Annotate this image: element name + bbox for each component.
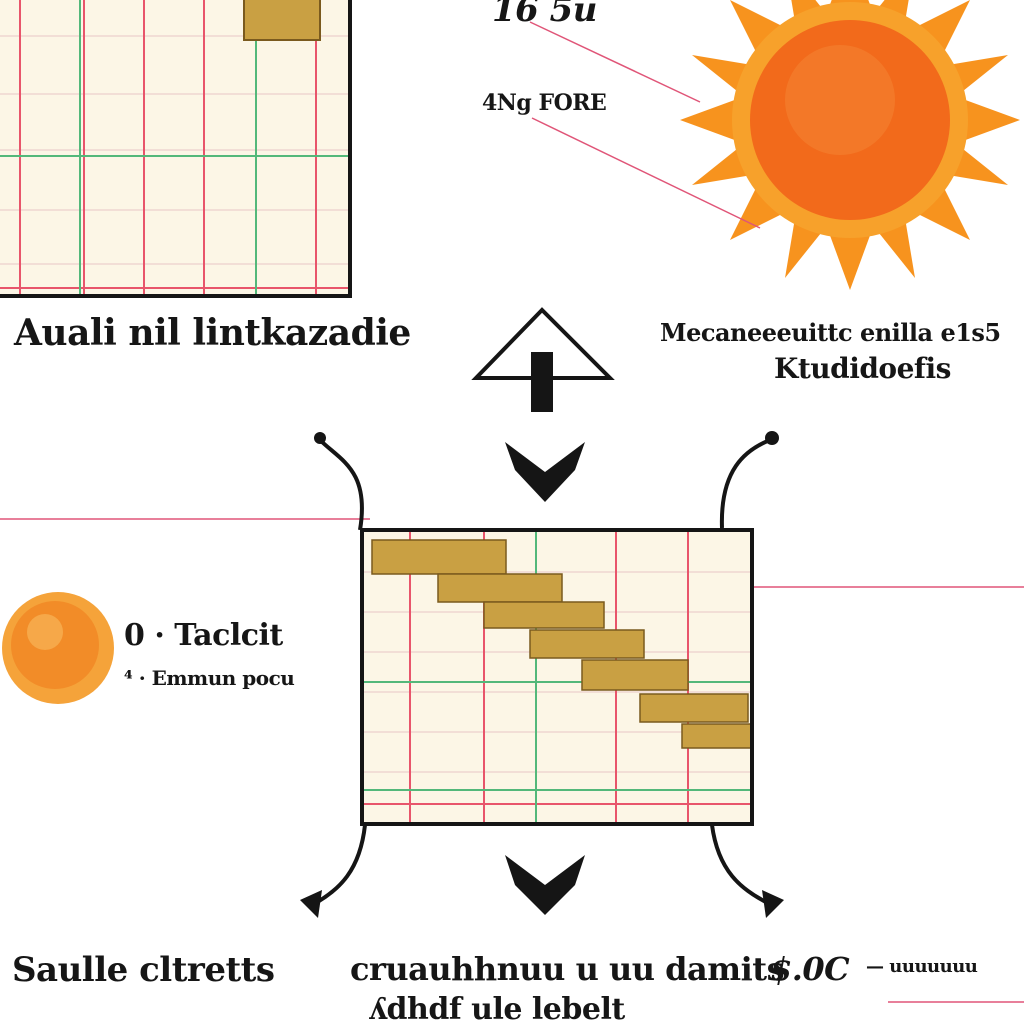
top-left-grid (0, 0, 348, 294)
bottom-center-line2: ʎdhdf ule lebelt (368, 992, 625, 1027)
down-chevron-top-icon (505, 442, 585, 502)
up-arrow-stem (531, 352, 553, 412)
center-gantt-panel (360, 528, 754, 826)
gantt-bar (437, 573, 563, 603)
gantt-bar (681, 723, 750, 749)
sun-label: 4Ng FORE (482, 90, 607, 116)
top-bar-block (243, 0, 321, 41)
curved-arrows (311, 438, 773, 907)
legend-item-2: ⁴ · Emmun pocu (124, 666, 295, 690)
down-chevron-bottom-icon (505, 855, 585, 915)
sun-icon (680, 0, 1020, 290)
gantt-bar (529, 629, 645, 659)
curved-arrow-top-left-icon (318, 438, 364, 531)
bottom-left-caption: Saulle cltretts (12, 950, 275, 990)
top-right-small-label: 16 5u (492, 0, 598, 30)
center-gantt-grid (364, 532, 750, 822)
right-caption-line2: Ktudidoefis (774, 352, 951, 385)
bottom-center-line1: cruauhhnuu u uu damits (350, 950, 785, 988)
gantt-bar (371, 539, 507, 575)
curved-arrow-bottom-left-icon (311, 824, 367, 907)
bottom-right-unit: — uuuuuuu (866, 956, 978, 977)
grid-red-lines (0, 0, 348, 294)
bottom-right-value: $.0C (770, 950, 850, 988)
grid-green-lines (0, 0, 348, 294)
curved-arrow-top-right-icon (719, 438, 771, 529)
top-left-caption: Auali nil lintkazadie (14, 312, 411, 354)
top-left-grid-panel (0, 0, 352, 298)
gantt-bar (581, 659, 689, 691)
legend-item-1: 0 · Taclcit (124, 618, 283, 653)
right-caption-line1: Mecaneeeuittc enilla e1s5 (660, 318, 1001, 347)
curved-arrow-bottom-right-icon (710, 824, 773, 907)
gantt-bars (371, 539, 750, 749)
gantt-bar (483, 601, 605, 629)
orange-ball-icon (2, 592, 114, 704)
gantt-bar (639, 693, 749, 723)
